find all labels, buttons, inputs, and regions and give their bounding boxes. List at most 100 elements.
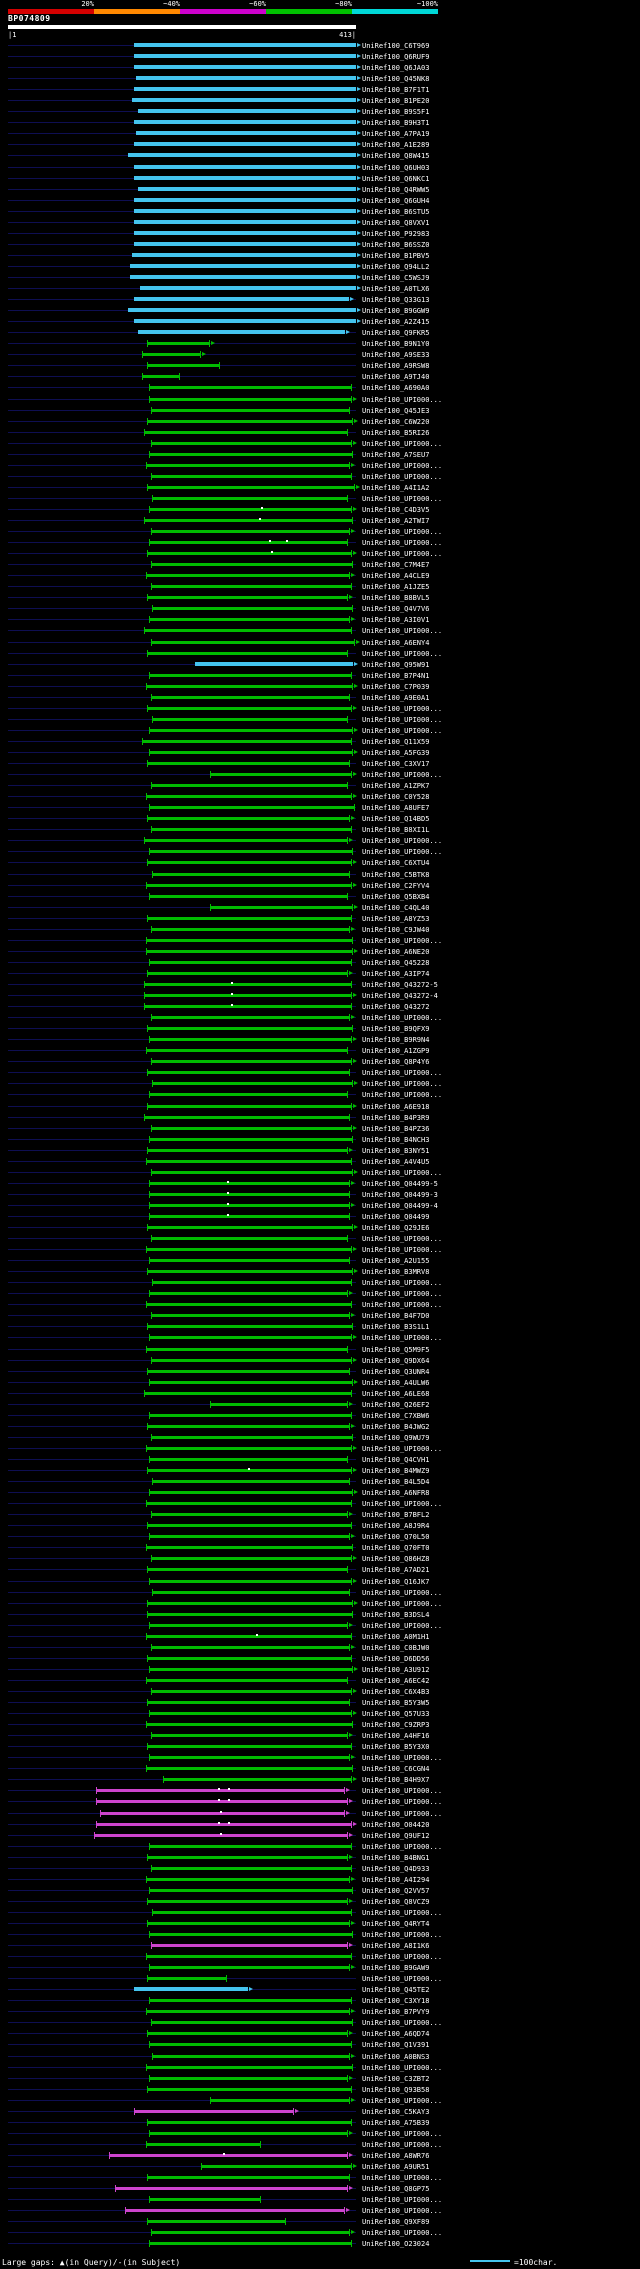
subject-label[interactable]: UniRef100_Q45NK8 bbox=[362, 75, 430, 84]
alignment-row[interactable]: UniRef100_UPI000... bbox=[0, 1621, 640, 1632]
alignment-bar[interactable] bbox=[147, 649, 349, 657]
subject-label[interactable]: UniRef100_O23024 bbox=[362, 2240, 430, 2249]
alignment-row[interactable]: UniRef100_UPI000... bbox=[0, 1952, 640, 1963]
alignment-row[interactable]: UniRef100_A0BNS3 bbox=[0, 2052, 640, 2063]
alignment-row[interactable]: UniRef100_A690A0 bbox=[0, 383, 640, 394]
alignment-bar[interactable] bbox=[150, 1687, 352, 1695]
alignment-bar[interactable] bbox=[152, 494, 349, 502]
alignment-row[interactable]: UniRef100_B4P3R9 bbox=[0, 1113, 640, 1124]
subject-label[interactable]: UniRef100_UPI000... bbox=[362, 528, 443, 537]
alignment-bar[interactable] bbox=[150, 1511, 349, 1519]
subject-label[interactable]: UniRef100_UPI000... bbox=[362, 494, 443, 503]
alignment-row[interactable]: UniRef100_A6EC42 bbox=[0, 1676, 640, 1687]
alignment-row[interactable]: UniRef100_A6NE20 bbox=[0, 947, 640, 958]
alignment-row[interactable]: UniRef100_B6SSZ0 bbox=[0, 240, 640, 251]
alignment-bar[interactable] bbox=[150, 472, 352, 480]
alignment-bar[interactable] bbox=[145, 947, 354, 955]
subject-label[interactable]: UniRef100_C0Y528 bbox=[362, 793, 430, 802]
subject-label[interactable]: UniRef100_A8WR76 bbox=[362, 2151, 430, 2160]
subject-label[interactable]: UniRef100_A8UFE7 bbox=[362, 804, 430, 813]
alignment-bar[interactable] bbox=[132, 98, 356, 103]
subject-label[interactable]: UniRef100_Q4D933 bbox=[362, 1864, 430, 1873]
alignment-row[interactable]: UniRef100_C7M4E7 bbox=[0, 560, 640, 571]
alignment-bar[interactable] bbox=[149, 2074, 349, 2082]
subject-label[interactable]: UniRef100_Q4CVH1 bbox=[362, 1456, 430, 1464]
alignment-bar[interactable] bbox=[149, 958, 352, 966]
alignment-row[interactable]: UniRef100_C9JW40 bbox=[0, 925, 640, 936]
subject-label[interactable]: UniRef100_UPI000... bbox=[362, 1931, 443, 1940]
alignment-row[interactable]: UniRef100_UPI000... bbox=[0, 649, 640, 660]
alignment-row[interactable]: UniRef100_B4NCH3 bbox=[0, 1135, 640, 1146]
alignment-bar[interactable] bbox=[142, 737, 353, 745]
alignment-row[interactable]: UniRef100_UPI000... bbox=[0, 626, 640, 637]
subject-label[interactable]: UniRef100_Q04499-4 bbox=[362, 1201, 438, 1210]
alignment-row[interactable]: UniRef100_Q8VXV1 bbox=[0, 218, 640, 229]
alignment-bar[interactable] bbox=[147, 1522, 353, 1530]
subject-label[interactable]: UniRef100_Q70FT0 bbox=[362, 1544, 430, 1553]
subject-label[interactable]: UniRef100_A7PA19 bbox=[362, 130, 430, 139]
alignment-row[interactable]: UniRef100_UPI000... bbox=[0, 461, 640, 472]
alignment-row[interactable]: UniRef100_A7AD21 bbox=[0, 1565, 640, 1576]
alignment-bar[interactable] bbox=[147, 1224, 354, 1232]
subject-label[interactable]: UniRef100_UPI000... bbox=[362, 627, 443, 636]
alignment-row[interactable]: UniRef100_Q4RYT4 bbox=[0, 1919, 640, 1930]
alignment-bar[interactable] bbox=[150, 826, 352, 834]
alignment-bar[interactable] bbox=[149, 2129, 349, 2137]
subject-label[interactable]: UniRef100_Q43272-4 bbox=[362, 992, 438, 1001]
subject-label[interactable]: UniRef100_Q04499-3 bbox=[362, 1190, 438, 1199]
alignment-bar[interactable] bbox=[149, 1179, 351, 1187]
subject-label[interactable]: UniRef100_UPI000... bbox=[362, 726, 443, 735]
alignment-row[interactable]: UniRef100_Q43272-4 bbox=[0, 991, 640, 1002]
alignment-bar[interactable] bbox=[150, 528, 351, 536]
subject-label[interactable]: UniRef100_C6CGN4 bbox=[362, 1765, 430, 1774]
alignment-row[interactable]: UniRef100_Q04499-3 bbox=[0, 1190, 640, 1201]
alignment-row[interactable]: UniRef100_Q45228 bbox=[0, 958, 640, 969]
alignment-bar[interactable] bbox=[138, 330, 345, 335]
alignment-row[interactable]: UniRef100_C7P039 bbox=[0, 682, 640, 693]
alignment-row[interactable]: UniRef100_A8J9R4 bbox=[0, 1521, 640, 1532]
subject-label[interactable]: UniRef100_UPI000... bbox=[362, 439, 443, 448]
subject-label[interactable]: UniRef100_A6LE68 bbox=[362, 1389, 430, 1398]
alignment-row[interactable]: UniRef100_O04420 bbox=[0, 1820, 640, 1831]
subject-label[interactable]: UniRef100_B4MWZ9 bbox=[362, 1467, 430, 1476]
subject-label[interactable]: UniRef100_C7M4E7 bbox=[362, 561, 430, 570]
alignment-row[interactable]: UniRef100_A4HF16 bbox=[0, 1731, 640, 1742]
alignment-row[interactable]: UniRef100_Q94LL2 bbox=[0, 262, 640, 273]
alignment-bar[interactable] bbox=[145, 2140, 261, 2148]
alignment-row[interactable]: UniRef100_UPI000... bbox=[0, 2228, 640, 2239]
subject-label[interactable]: UniRef100_A4HF16 bbox=[362, 1732, 430, 1741]
alignment-bar[interactable] bbox=[147, 1743, 353, 1751]
subject-label[interactable]: UniRef100_A4V4U5 bbox=[362, 1157, 430, 1166]
alignment-row[interactable]: UniRef100_B5RI26 bbox=[0, 428, 640, 439]
alignment-row[interactable]: UniRef100_UPI000... bbox=[0, 494, 640, 505]
alignment-row[interactable]: UniRef100_UPI000... bbox=[0, 715, 640, 726]
alignment-row[interactable]: UniRef100_UPI000... bbox=[0, 1068, 640, 1079]
alignment-bar[interactable] bbox=[115, 2185, 349, 2193]
subject-label[interactable]: UniRef100_B9N1Y0 bbox=[362, 340, 430, 349]
subject-label[interactable]: UniRef100_P92983 bbox=[362, 229, 430, 238]
alignment-row[interactable]: UniRef100_Q6UH03 bbox=[0, 163, 640, 174]
alignment-row[interactable]: UniRef100_UPI000... bbox=[0, 2129, 640, 2140]
alignment-row[interactable]: UniRef100_B8BVL5 bbox=[0, 593, 640, 604]
alignment-row[interactable]: UniRef100_B4H9X7 bbox=[0, 1775, 640, 1786]
alignment-row[interactable]: UniRef100_A4I294 bbox=[0, 1875, 640, 1886]
alignment-bar[interactable] bbox=[147, 2218, 286, 2226]
alignment-bar[interactable] bbox=[209, 771, 352, 779]
alignment-row[interactable]: UniRef100_D6DD56 bbox=[0, 1654, 640, 1665]
alignment-bar[interactable] bbox=[142, 373, 181, 381]
subject-label[interactable]: UniRef100_B4P3R9 bbox=[362, 1113, 430, 1122]
subject-label[interactable]: UniRef100_B5RI26 bbox=[362, 428, 430, 437]
alignment-row[interactable]: UniRef100_Q57U33 bbox=[0, 1709, 640, 1720]
subject-label[interactable]: UniRef100_B5Y3X0 bbox=[362, 1743, 430, 1752]
alignment-row[interactable]: UniRef100_UPI000... bbox=[0, 1300, 640, 1311]
subject-label[interactable]: UniRef100_Q11X59 bbox=[362, 737, 430, 746]
subject-label[interactable]: UniRef100_UPI000... bbox=[362, 461, 443, 470]
alignment-row[interactable]: UniRef100_B9H3T1 bbox=[0, 118, 640, 129]
alignment-row[interactable]: UniRef100_Q6RUF9 bbox=[0, 52, 640, 63]
alignment-row[interactable]: UniRef100_C0BJW0 bbox=[0, 1643, 640, 1654]
alignment-bar[interactable] bbox=[95, 1820, 352, 1828]
alignment-row[interactable]: UniRef100_UPI000... bbox=[0, 395, 640, 406]
alignment-row[interactable]: UniRef100_Q8GP75 bbox=[0, 2184, 640, 2195]
alignment-row[interactable]: UniRef100_UPI000... bbox=[0, 1333, 640, 1344]
subject-label[interactable]: UniRef100_UPI000... bbox=[362, 1787, 443, 1796]
